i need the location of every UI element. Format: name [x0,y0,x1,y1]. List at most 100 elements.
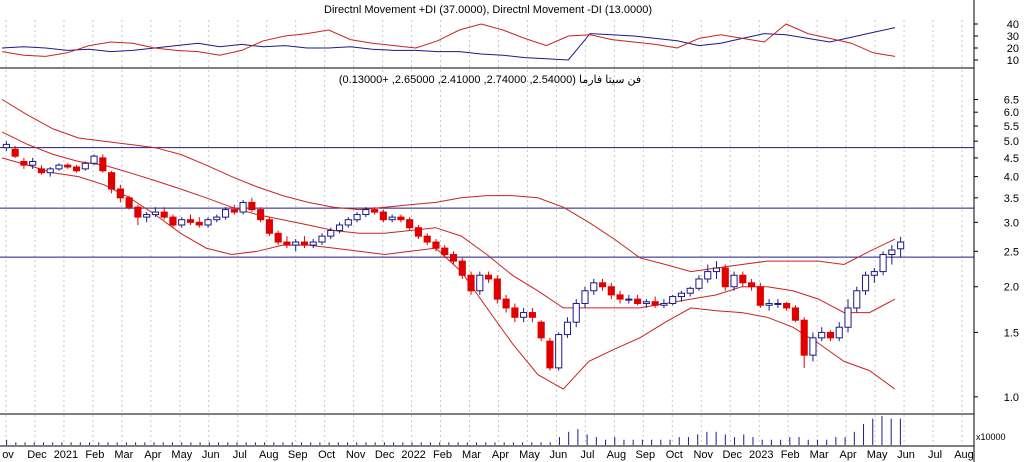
x-axis-label: Aug [607,449,627,461]
bollinger-middle-line [1,131,896,314]
candle-body [511,307,519,318]
candle-body [151,211,159,216]
x-axis-label: Jun [897,449,915,461]
candle-body [660,302,668,306]
candle-body [134,206,142,218]
candle-body [108,172,116,190]
candle-body [555,334,563,369]
candle-body [546,340,554,369]
candle-body [318,235,326,243]
price-tick-label: 3.5 [1004,193,1019,205]
price-tick-label: 6.0 [1004,107,1019,119]
x-axis-label: May [519,449,540,461]
di-panel: Directnl Movement +DI (37.0000), Directn… [1,4,1019,67]
price-tick-label: 4.5 [1004,153,1019,165]
candle-body [791,307,799,321]
bollinger-bands [1,99,896,390]
candle-body [844,307,852,328]
candle-body [861,274,870,292]
candle-body [467,274,475,292]
x-axis-label: Mar [810,449,829,461]
x-axis-label: Nov [693,449,713,461]
candle-body [572,302,580,323]
candle-body [257,209,265,221]
candle-body [230,209,238,213]
candle-body [730,274,738,288]
candle-body [64,164,72,168]
price-tick-label: 6.5 [1004,94,1019,106]
x-axis-label: Jun [550,449,568,461]
x-axis-label: Mar [462,449,481,461]
candle-body [853,290,861,309]
candle-body [502,298,510,309]
x-axis-labels: ov Dec 2021 Feb Mar Apr May Jun Jul Aug Sep Oct Nov D… [2,449,974,461]
candle-body [651,301,659,306]
candle-body [774,302,782,305]
candle-body [634,298,642,304]
candle-body [704,271,712,280]
candle-body [423,235,431,243]
candle-body [537,321,545,339]
candle-body [642,301,650,304]
price-panel: فن سيتا فارما (2.54000, 2.74000, 2.41000… [0,74,1019,404]
x-axis-label: Feb [433,449,452,461]
candle-body [353,214,361,221]
candle-body [204,219,212,226]
x-axis-label: Feb [85,449,104,461]
candle-body [344,219,352,226]
price-tick-label: 2.5 [1004,246,1019,258]
bollinger-upper-line [1,99,896,273]
candle-body [563,321,572,336]
candle-body [520,312,528,318]
di-tick-label: 40 [1007,19,1019,31]
candle-body [292,241,300,246]
price-panel-title: فن سيتا فارما (2.54000, 2.74000, 2.41000… [339,74,641,86]
price-axis-ticks: 6.56.0 5.5 5.0 4.5 4.0 3.5 3.0 2.5 2.0 1.5 1.0 [974,94,1019,404]
x-axis-label: Apr [492,449,509,461]
candle-body [765,302,773,306]
price-tick-label: 1.0 [1004,392,1019,404]
candle-body [283,241,291,246]
candle-body [712,267,721,273]
x-axis-label: Dec [722,449,742,461]
candle-body [195,221,203,226]
x-axis-label: Jun [202,449,220,461]
candle-body [239,201,247,213]
volume-unit-label: x10000 [976,432,1006,442]
candle-body [897,241,905,250]
x-axis-label: Feb [781,449,800,461]
horizontal-levels [0,147,974,258]
candle-body [607,286,615,296]
x-axis-label: Aug [954,449,974,461]
candle-body [406,219,414,229]
candle-body [274,232,282,243]
candle-body [441,247,449,255]
candle-body [55,164,63,170]
x-axis-label: May [867,449,888,461]
price-tick-label: 5.0 [1004,136,1019,148]
di-tick-label: 30 [1007,31,1019,43]
volume-bars [6,416,901,445]
price-tick-label: 4.0 [1004,172,1019,184]
candle-body [221,209,230,218]
candle-body [300,241,309,246]
candle-body [669,296,677,304]
candle-body [371,209,379,213]
candle-body [397,216,405,221]
candle-body [625,298,633,301]
price-tick-label: 1.5 [1004,327,1019,339]
x-axis-label: Oct [666,449,683,461]
candle-body [870,271,878,276]
candle-body [598,282,607,288]
candle-body [248,201,256,211]
plus-di-line [1,27,896,61]
x-axis-label: 2022 [401,449,425,461]
candle-body [213,216,221,221]
candle-body [388,216,396,221]
x-axis-label: Jul [580,449,594,461]
candle-body [169,216,177,226]
x-axis-label: Jul [928,449,942,461]
volume-panel: x10000 [6,416,1006,445]
candle-body [756,286,764,306]
